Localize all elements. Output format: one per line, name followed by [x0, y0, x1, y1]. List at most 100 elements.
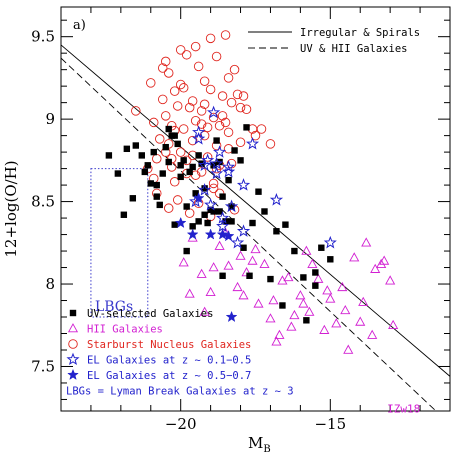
hii-galaxy-point — [340, 304, 351, 315]
starburst-galaxy-point — [205, 84, 216, 95]
starburst-galaxy-point — [238, 91, 249, 101]
starburst-galaxy-point — [229, 64, 240, 75]
el-galaxy-z01-05-point — [221, 164, 236, 178]
hii-galaxy-point — [385, 275, 396, 285]
hii-galaxy-point — [205, 286, 216, 297]
uv-galaxy-point — [225, 176, 232, 184]
hii-galaxy-point — [313, 273, 324, 283]
uv-galaxy-point — [171, 221, 178, 228]
uv-galaxy-point — [267, 275, 274, 283]
x-axis-label-subscript: B — [263, 444, 270, 455]
starburst-galaxy-point — [178, 83, 189, 93]
uv-galaxy-point — [249, 219, 256, 227]
hii-galaxy-point — [376, 258, 387, 268]
x-axis-label: MB — [248, 434, 271, 455]
starburst-galaxy-point-legend — [68, 339, 78, 349]
starburst-galaxy-point — [220, 117, 231, 128]
hii-galaxy-point — [295, 290, 306, 300]
el-galaxy-z01-05-point — [207, 105, 221, 119]
starburst-galaxy-point — [265, 139, 276, 149]
uv-galaxy-point — [171, 132, 178, 139]
starburst-galaxy-point — [205, 33, 216, 44]
top-legend-entry: Irregular & Spirals — [300, 27, 420, 39]
y-tick-label: 8.5 — [31, 193, 55, 211]
el-galaxy-z05-07-point — [225, 310, 238, 323]
uv-galaxy-point — [120, 211, 128, 218]
hii-galaxy-point — [259, 258, 270, 268]
uv-galaxy-point — [219, 193, 226, 200]
hii-galaxy-point — [319, 324, 330, 334]
starburst-galaxy-point — [202, 152, 213, 162]
lbg-region-label: LBGs — [95, 299, 133, 315]
lbg-region — [90, 168, 149, 318]
uv-galaxy-point — [141, 168, 148, 176]
hii-galaxy-point — [250, 243, 261, 254]
el-galaxy-z01-05-point — [210, 156, 224, 170]
el-galaxy-z01-05-point — [269, 192, 284, 206]
legend-note: LBGs = Lyman Break Galaxies at z ~ 3 — [66, 386, 294, 398]
hii-galaxy-point — [235, 250, 246, 260]
starburst-galaxy-point — [223, 127, 234, 138]
uv-galaxy-point — [240, 244, 247, 251]
starburst-galaxy-point — [190, 116, 201, 126]
izw18-annotation: IZw18 — [387, 403, 420, 416]
plot-frame — [60, 6, 451, 412]
hii-galaxy-point — [286, 321, 297, 331]
uv-galaxy-point — [246, 272, 253, 279]
starburst-galaxy-point — [250, 130, 261, 141]
uv-galaxy-point — [201, 185, 208, 192]
y-tick-label: 9 — [45, 110, 55, 128]
uv-galaxy-point — [228, 203, 235, 210]
hii-galaxy-point — [253, 298, 264, 308]
starburst-galaxy-point — [232, 89, 243, 100]
el-galaxy-z05-07-point — [216, 228, 229, 240]
uv-galaxy-point — [312, 269, 319, 276]
uv-galaxy-point — [231, 147, 238, 154]
uv-galaxy-point — [189, 223, 196, 230]
el-galaxy-z01-05-point — [245, 137, 260, 150]
el-galaxy-z05-07-point — [222, 229, 235, 242]
uv-galaxy-point — [129, 195, 137, 202]
starburst-galaxy-point — [208, 178, 219, 189]
hii-galaxy-point — [238, 290, 249, 300]
hii-galaxy-point-legend — [67, 323, 79, 333]
starburst-galaxy-point — [152, 153, 162, 164]
hii-galaxy-point — [289, 309, 300, 320]
el-galaxy-z01-05-point — [201, 153, 215, 166]
starburst-galaxy-point — [235, 102, 246, 113]
starburst-galaxy-point — [241, 104, 252, 114]
el-galaxy-z01-05-point — [192, 125, 206, 138]
starburst-galaxy-point — [226, 97, 237, 108]
uv-hii-line — [61, 57, 437, 411]
hii-galaxy-point — [370, 263, 381, 273]
legend-entry: EL Galaxies at z ~ 0.1−0.5 — [87, 355, 251, 367]
y-axis-label: 12+log(O/H) — [2, 160, 20, 257]
hii-galaxy-point — [367, 329, 378, 339]
uv-galaxy-point-legend — [69, 309, 77, 317]
starburst-galaxy-point — [175, 45, 186, 55]
starburst-galaxy-point — [175, 79, 186, 90]
starburst-galaxy-point — [211, 51, 222, 62]
uv-galaxy-point — [300, 274, 307, 281]
starburst-galaxy-point — [157, 63, 168, 73]
hii-galaxy-point — [232, 281, 243, 292]
uv-galaxy-point — [204, 219, 211, 227]
starburst-galaxy-point — [217, 91, 228, 101]
hii-galaxy-point — [196, 268, 207, 278]
uv-galaxy-point — [195, 152, 202, 159]
starburst-galaxy-point — [175, 147, 186, 157]
starburst-galaxy-point — [223, 73, 234, 83]
starburst-galaxy-point — [157, 94, 168, 105]
uv-galaxy-point — [261, 208, 268, 215]
uv-galaxy-point — [195, 218, 202, 225]
starburst-galaxy-point — [169, 86, 180, 96]
uv-galaxy-point — [153, 181, 160, 189]
hii-galaxy-point — [214, 240, 225, 250]
el-galaxy-z05-07-point — [186, 228, 199, 240]
starburst-galaxy-point — [214, 120, 225, 131]
uv-galaxy-point — [114, 170, 122, 177]
hii-galaxy-point — [283, 272, 294, 282]
starburst-galaxy-point — [172, 195, 183, 205]
starburst-galaxy-point — [163, 203, 174, 213]
